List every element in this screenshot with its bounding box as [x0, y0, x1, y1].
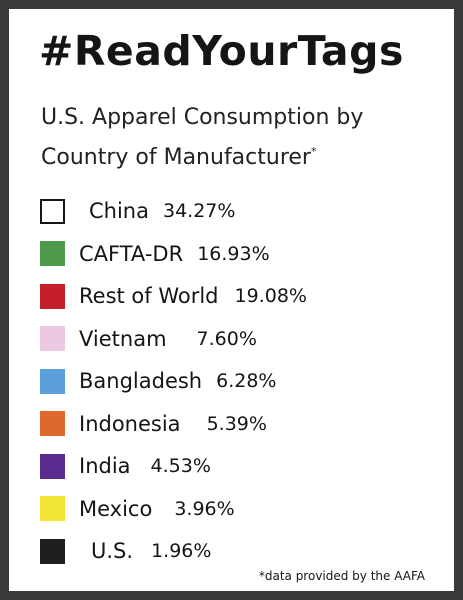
legend-item: India 4.53% — [40, 445, 307, 488]
legend-item: Indonesia 5.39% — [40, 403, 307, 446]
legend-swatch — [40, 241, 65, 267]
infographic-card: #ReadYourTags U.S. Apparel Consumption b… — [9, 9, 454, 591]
legend-value-label: 19.08% — [234, 285, 307, 308]
legend-value-label: 34.27% — [163, 200, 236, 223]
legend-swatch — [40, 198, 65, 224]
legend-country-label: Rest of World — [79, 284, 219, 309]
subtitle-text: U.S. Apparel Consumption by Country of M… — [41, 105, 364, 170]
legend-country-label: CAFTA-DR — [79, 241, 184, 266]
legend-swatch — [40, 283, 65, 309]
legend-item: U.S. 1.96% — [40, 530, 307, 573]
chart-subtitle: U.S. Apparel Consumption by Country of M… — [41, 101, 431, 175]
legend-value-label: 6.28% — [216, 370, 277, 393]
legend-swatch — [40, 368, 65, 394]
legend-swatch — [40, 326, 65, 352]
legend-item: Vietnam 7.60% — [40, 318, 307, 361]
legend-country-label: India — [79, 454, 131, 479]
legend-swatch — [40, 453, 65, 479]
legend-item: Rest of World 19.08% — [40, 275, 307, 318]
legend-country-label: Vietnam — [79, 326, 167, 351]
legend-value-label: 1.96% — [151, 540, 212, 563]
country-legend: China 34.27% CAFTA-DR 16.93% Rest of World 19… — [40, 190, 307, 573]
legend-country-label: Indonesia — [79, 411, 181, 436]
legend-item: Mexico 3.96% — [40, 488, 307, 531]
legend-value-label: 4.53% — [150, 455, 211, 478]
legend-value-label: 16.93% — [197, 242, 270, 265]
legend-country-label: Mexico — [79, 496, 153, 521]
footnote: *data provided by the AAFA — [258, 569, 425, 583]
legend-item: China 34.27% — [40, 190, 307, 233]
subtitle-asterisk: * — [310, 145, 317, 158]
legend-swatch — [40, 496, 65, 522]
legend-country-label: China — [89, 199, 149, 224]
legend-value-label: 7.60% — [196, 327, 257, 350]
legend-item: CAFTA-DR 16.93% — [40, 233, 307, 276]
legend-value-label: 3.96% — [174, 497, 235, 520]
legend-swatch — [40, 538, 65, 564]
legend-value-label: 5.39% — [206, 412, 267, 435]
hashtag-title: #ReadYourTags — [39, 27, 404, 75]
legend-item: Bangladesh 6.28% — [40, 360, 307, 403]
legend-country-label: U.S. — [91, 539, 134, 564]
legend-swatch — [40, 411, 65, 437]
legend-country-label: Bangladesh — [79, 369, 203, 394]
